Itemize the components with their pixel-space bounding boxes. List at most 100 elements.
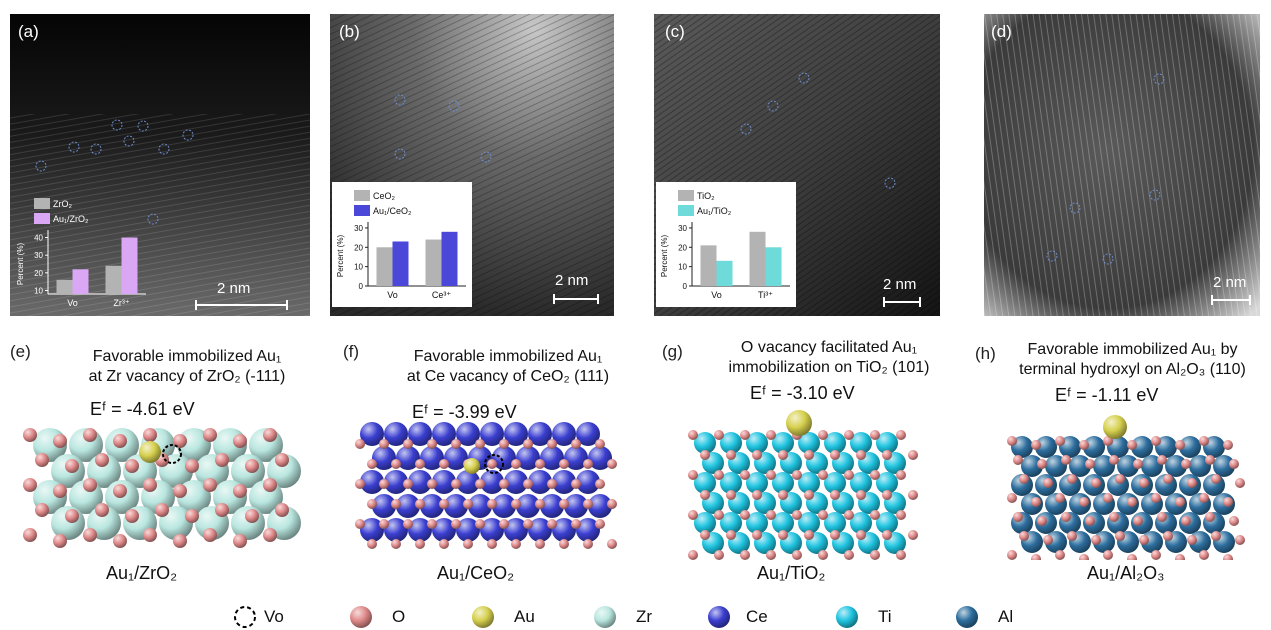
caption-line2-g: immobilization on TiO₂ (101): [728, 359, 930, 376]
ce-atom: [456, 470, 480, 494]
o-atom: [559, 539, 569, 549]
panel-label-a: (a): [18, 22, 39, 41]
caption-line2-e: at Zr vacancy of ZrO₂ (-111): [88, 368, 286, 385]
zr-atom: [177, 428, 211, 462]
ce-atom: [480, 422, 504, 446]
o-atom: [233, 534, 247, 548]
o-atom: [83, 428, 97, 442]
o-atom: [1187, 535, 1197, 545]
o-atom: [1007, 436, 1017, 446]
o-atom: [752, 450, 762, 460]
ce-atom: [444, 494, 468, 518]
al-atom: [1021, 455, 1043, 477]
structure-model-g: [688, 410, 918, 560]
o-atom: [595, 479, 605, 489]
o-atom: [726, 530, 736, 540]
legend-series-label: CeO₂: [373, 191, 396, 201]
o-atom: [23, 428, 37, 442]
al-atom: [1165, 455, 1187, 477]
o-atom: [559, 499, 569, 509]
tem-panel-c: (c) 2 nm TiO₂ Au₁/TiO₂ 0 10 20 30 Percent (%) V…: [654, 14, 940, 316]
o-atom: [1079, 554, 1089, 560]
legend-swatch: [354, 205, 370, 216]
o-atom: [203, 478, 217, 492]
o-atom: [766, 430, 776, 440]
model-label-h: (h): [975, 344, 996, 363]
o-atom: [143, 478, 157, 492]
formation-energy-f: Eᶠ = -3.99 eV: [412, 402, 517, 422]
y-tick-label: 20: [34, 269, 43, 278]
bar: [716, 260, 733, 286]
legend-label-ce: Ce: [746, 607, 768, 626]
ti-atom: [694, 512, 716, 534]
o-atom: [1199, 493, 1209, 503]
formation-energy-g: Eᶠ = -3.10 eV: [750, 383, 855, 403]
y-tick-label: 40: [34, 234, 43, 243]
o-atom: [391, 459, 401, 469]
o-atom: [714, 470, 724, 480]
o-atom: [896, 430, 906, 440]
o-atom: [1061, 512, 1071, 522]
o-atom: [1133, 516, 1143, 526]
o-atom: [1127, 497, 1137, 507]
oxygen-atom-icon: [350, 606, 372, 628]
o-atom: [275, 503, 289, 517]
o-atom: [173, 434, 187, 448]
o-atom: [1103, 493, 1113, 503]
o-atom: [1163, 531, 1173, 541]
ti-atom: [772, 512, 794, 534]
tem-panel-b: (b) 2 nm CeO₂ Au₁/CeO₂ 0 10 20 30 Percent (%) V…: [330, 14, 614, 316]
o-atom: [391, 539, 401, 549]
o-atom: [583, 499, 593, 509]
o-atom: [882, 530, 892, 540]
bar-chart-c: TiO₂ Au₁/TiO₂ 0 10 20 30 Percent (%) Vo Ti³⁺: [656, 182, 796, 307]
o-atom: [1127, 440, 1137, 450]
gold-atom-icon: [472, 606, 494, 628]
o-atom: [804, 490, 814, 500]
o-atom: [740, 430, 750, 440]
o-atom: [185, 509, 199, 523]
legend-series-label: Au₁/CeO₂: [373, 206, 412, 216]
ce-atom: [456, 422, 480, 446]
tem-image-d: [984, 14, 1260, 316]
ce-atom: [432, 470, 456, 494]
o-atom: [263, 528, 277, 542]
ce-atom: [516, 446, 540, 470]
ce-atom: [576, 422, 600, 446]
o-atom: [688, 510, 698, 520]
ce-atom: [564, 494, 588, 518]
y-axis-label: Percent (%): [660, 235, 669, 278]
o-atom: [23, 528, 37, 542]
ce-atom: [504, 518, 528, 542]
o-atom: [1079, 497, 1089, 507]
bar: [392, 241, 409, 286]
ce-atom: [588, 494, 612, 518]
al-atom: [1035, 436, 1057, 458]
o-atom: [1151, 550, 1161, 560]
ti-atom: [876, 472, 898, 494]
legend-item-al: Al: [954, 604, 1013, 630]
x-tick-label: Ti³⁺: [758, 290, 773, 300]
model-label-g: (g): [662, 342, 683, 361]
o-atom: [1043, 535, 1053, 545]
x-tick-label: Ce³⁺: [432, 290, 452, 300]
o-atom: [583, 459, 593, 469]
o-atom: [908, 450, 918, 460]
o-atom: [752, 490, 762, 500]
o-atom: [1229, 516, 1239, 526]
legend-atom: [472, 606, 494, 628]
y-tick-label: 30: [34, 251, 43, 260]
x-tick-label: Vo: [387, 290, 398, 300]
o-atom: [714, 430, 724, 440]
y-axis-label: Percent (%): [16, 243, 25, 286]
o-atom: [571, 479, 581, 489]
caption-line2-f: at Ce vacancy of CeO₂ (111): [406, 368, 610, 385]
o-atom: [1139, 535, 1149, 545]
y-tick-label: 30: [678, 224, 687, 233]
o-atom: [726, 450, 736, 460]
o-atom: [499, 519, 509, 529]
o-atom: [766, 510, 776, 520]
al-atom: [1131, 436, 1153, 458]
o-atom: [535, 539, 545, 549]
o-atom: [1037, 516, 1047, 526]
